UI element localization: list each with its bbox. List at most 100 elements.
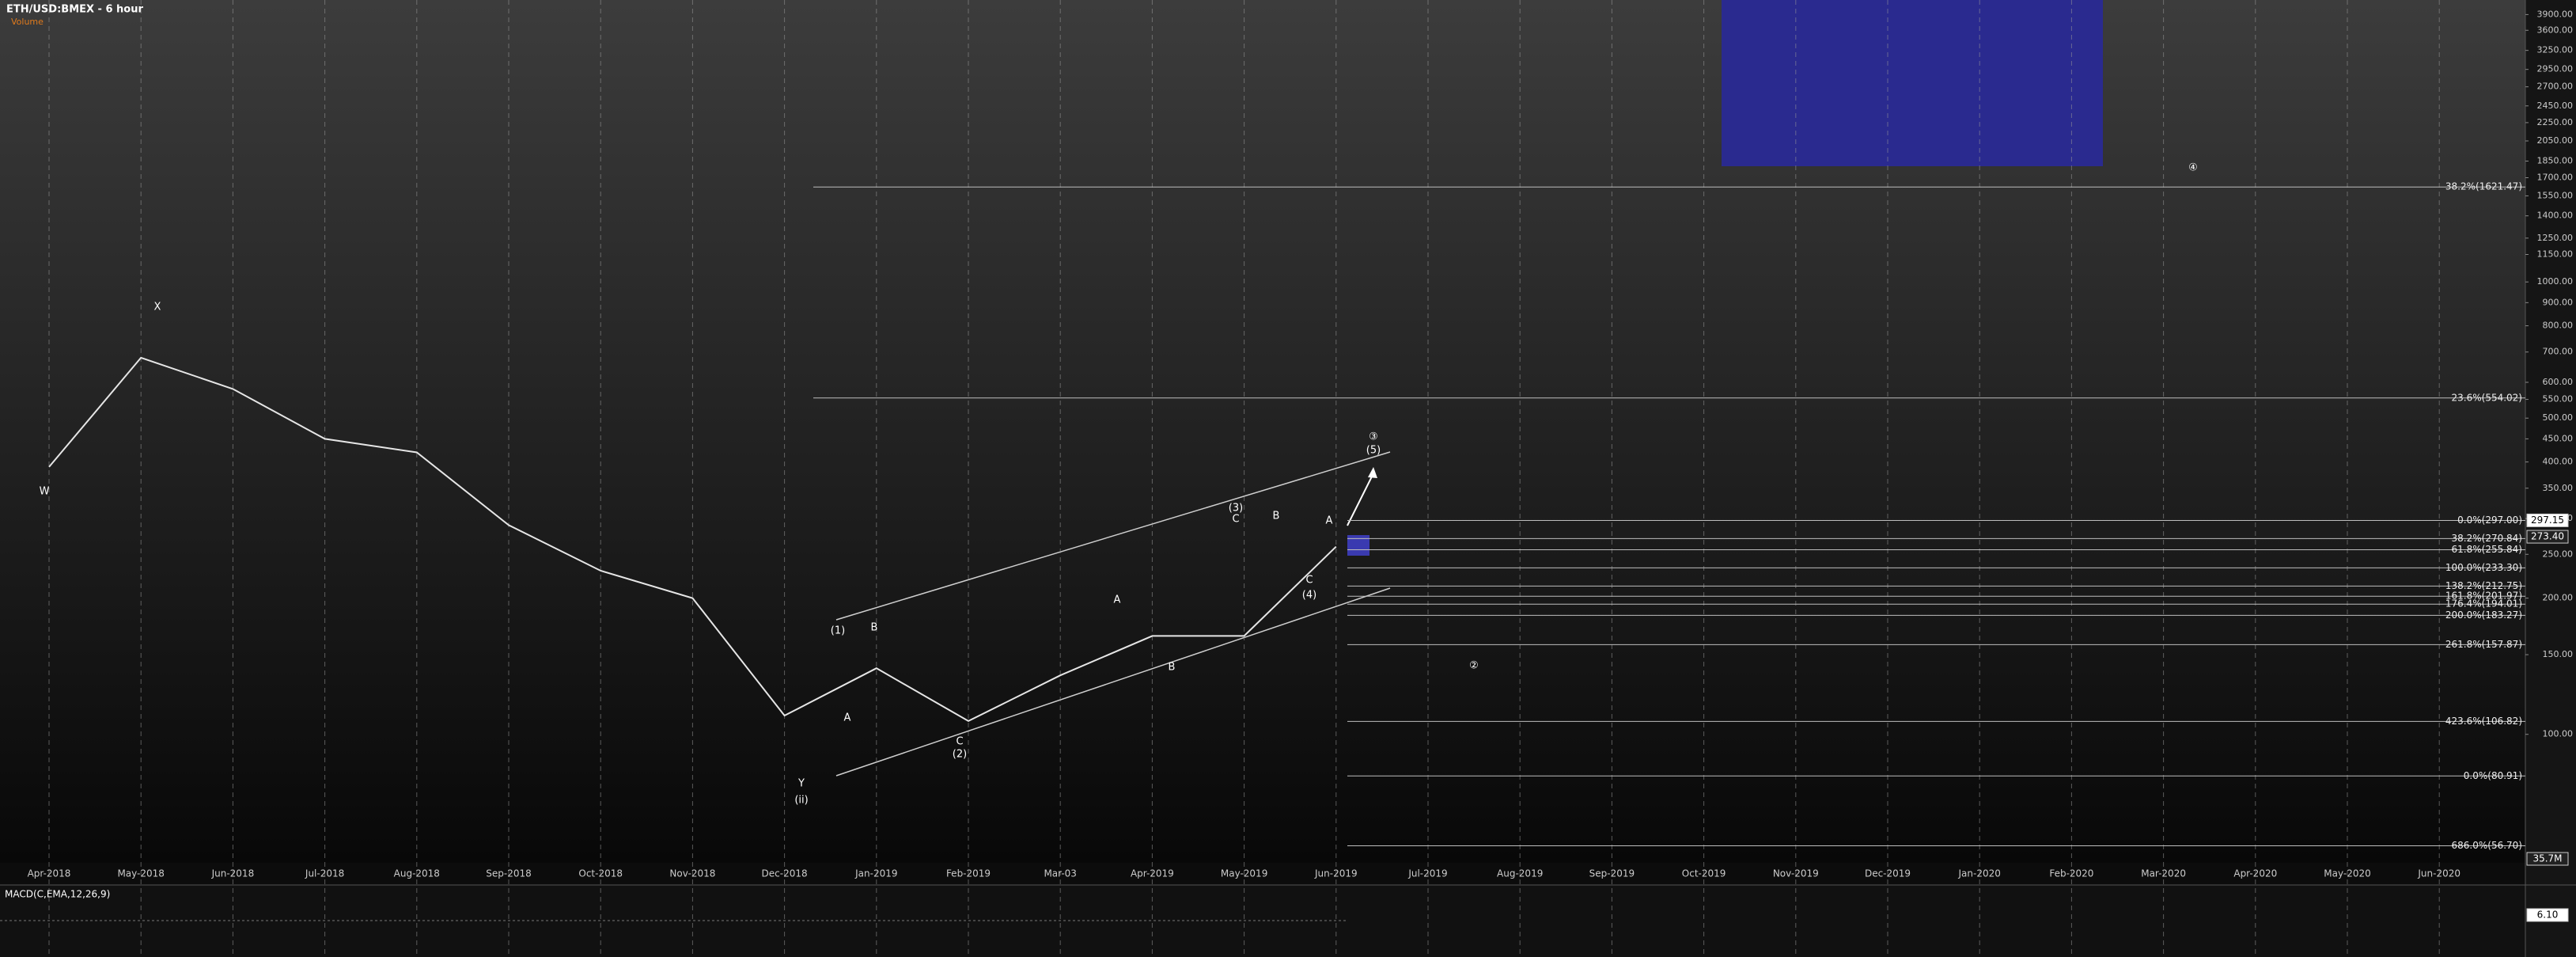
macd-label: MACD(C,EMA,12,26,9) [5, 889, 110, 900]
x-tick-label: Apr-2018 [28, 868, 71, 879]
y-tick-label: 2450.00 [2537, 101, 2574, 111]
wave-label: B [871, 622, 878, 634]
volume-value: 35.7M [2532, 853, 2562, 864]
y-tick-label: 1700.00 [2537, 172, 2574, 182]
wave-label: Y [797, 778, 805, 790]
fib-label: 200.0%(183.27) [2445, 610, 2522, 621]
fib-label: 138.2%(212.75) [2445, 580, 2522, 591]
last-price-box [2526, 530, 2569, 544]
x-tick-label: Feb-2019 [946, 868, 991, 879]
x-tick-label: Dec-2018 [762, 868, 808, 879]
x-tick-label: Apr-2019 [1131, 868, 1174, 879]
y-tick-label: 150.00 [2543, 649, 2574, 659]
y-tick-label: 2250.00 [2537, 117, 2574, 127]
y-tick-label: 1150.00 [2537, 249, 2574, 260]
fib-label: 38.2%(1621.47) [2445, 181, 2522, 192]
y-tick-label: 3900.00 [2537, 9, 2574, 19]
fib-label: 686.0%(56.70) [2452, 840, 2522, 851]
y-tick-label: 3600.00 [2537, 25, 2574, 35]
y-tick-label: 350.00 [2543, 483, 2574, 493]
y-tick-label: 1550.00 [2537, 190, 2574, 200]
wave-label: (4) [1302, 590, 1316, 602]
wave-label: A [1326, 515, 1333, 527]
x-axis-background [0, 863, 2525, 885]
y-tick-label: 2050.00 [2537, 135, 2574, 146]
y-tick-label: 250.00 [2543, 549, 2574, 559]
x-tick-label: Jul-2019 [1407, 868, 1447, 879]
fib-label: 261.8%(157.87) [2445, 639, 2522, 650]
wave-label: C [1305, 575, 1313, 587]
wave-label: (3) [1229, 503, 1243, 515]
y-tick-label: 1850.00 [2537, 156, 2574, 166]
y-tick-label: 400.00 [2543, 457, 2574, 467]
macd-box [2526, 908, 2569, 922]
y-tick-label: 1250.00 [2537, 233, 2574, 243]
fib-label: 38.2%(270.84) [2452, 533, 2522, 544]
wave-label: W [40, 486, 50, 498]
y-tick-label: 1400.00 [2537, 211, 2574, 221]
last-price-label: 297.15 [2531, 515, 2564, 526]
wave-label: ④ [2188, 162, 2198, 174]
x-tick-label: Mar-03 [1044, 868, 1076, 879]
axis-background [2525, 0, 2576, 957]
last-price-box [2526, 513, 2569, 527]
x-tick-label: Feb-2020 [2049, 868, 2093, 879]
y-tick-label: 2950.00 [2537, 64, 2574, 74]
volume-box [2526, 852, 2569, 866]
x-tick-label: Sep-2019 [1589, 868, 1635, 879]
y-tick-label: 800.00 [2543, 321, 2574, 331]
fib-label: 23.6%(554.02) [2452, 392, 2522, 403]
wave-label: (1) [831, 625, 845, 637]
y-tick-label: 200.00 [2543, 593, 2574, 603]
y-tick-label: 450.00 [2543, 433, 2574, 443]
x-tick-label: Mar-2020 [2141, 868, 2186, 879]
target-zone [1722, 0, 2103, 166]
x-tick-label: Apr-2020 [2233, 868, 2277, 879]
wave-label: C [1232, 514, 1239, 526]
wave-label: C [956, 736, 963, 748]
last-price-label: 273.40 [2531, 531, 2564, 542]
x-tick-label: Jun-2019 [1314, 868, 1358, 879]
x-tick-label: Jun-2018 [211, 868, 255, 879]
fib-label: 176.4%(194.01) [2445, 598, 2522, 610]
wave-label: (ii) [794, 795, 808, 807]
x-tick-label: Jan-2019 [854, 868, 897, 879]
wave-label: A [1114, 594, 1121, 606]
wave-label: (2) [953, 749, 967, 761]
chart-title: ETH/USD:BMEX - 6 hour [6, 4, 143, 16]
arrow-head [1368, 467, 1377, 478]
wave-label: ② [1469, 660, 1479, 672]
y-tick-label: 1000.00 [2537, 276, 2574, 287]
channel-lower [835, 587, 1391, 777]
wave-label: (5) [1366, 445, 1381, 457]
fib-label: 0.0%(80.91) [2464, 770, 2522, 781]
wave-label: B [1169, 662, 1176, 674]
x-tick-label: Dec-2019 [1865, 868, 1911, 879]
y-tick-label: 900.00 [2543, 297, 2574, 307]
fib-label: 161.8%(201.97) [2445, 591, 2522, 602]
x-tick-label: May-2019 [1221, 868, 1267, 879]
fib-label: 61.8%(255.84) [2452, 544, 2522, 555]
channel-upper [835, 451, 1391, 621]
x-tick-label: Nov-2019 [1773, 868, 1819, 879]
x-tick-label: Aug-2019 [1497, 868, 1543, 879]
y-tick-label: 700.00 [2543, 347, 2574, 357]
fib-label: 0.0%(297.00) [2457, 515, 2522, 526]
price-line [48, 356, 1337, 723]
volume-label: Volume [11, 17, 44, 27]
wave-label: A [844, 712, 851, 724]
wave-label: ③ [1369, 431, 1378, 443]
x-tick-label: Oct-2019 [1682, 868, 1726, 879]
wave-label: B [1273, 511, 1280, 522]
x-tick-label: Jan-2020 [1958, 868, 2001, 879]
macd-value: 6.10 [2537, 910, 2559, 921]
y-tick-label: 2700.00 [2537, 82, 2574, 92]
y-tick-label: 100.00 [2543, 729, 2574, 739]
fib-label: 100.0%(233.30) [2445, 562, 2522, 573]
x-tick-label: May-2020 [2324, 868, 2370, 879]
y-tick-label: 500.00 [2543, 412, 2574, 423]
x-tick-label: Aug-2018 [394, 868, 440, 879]
x-tick-label: Jun-2020 [2417, 868, 2460, 879]
x-tick-label: Sep-2018 [486, 868, 532, 879]
